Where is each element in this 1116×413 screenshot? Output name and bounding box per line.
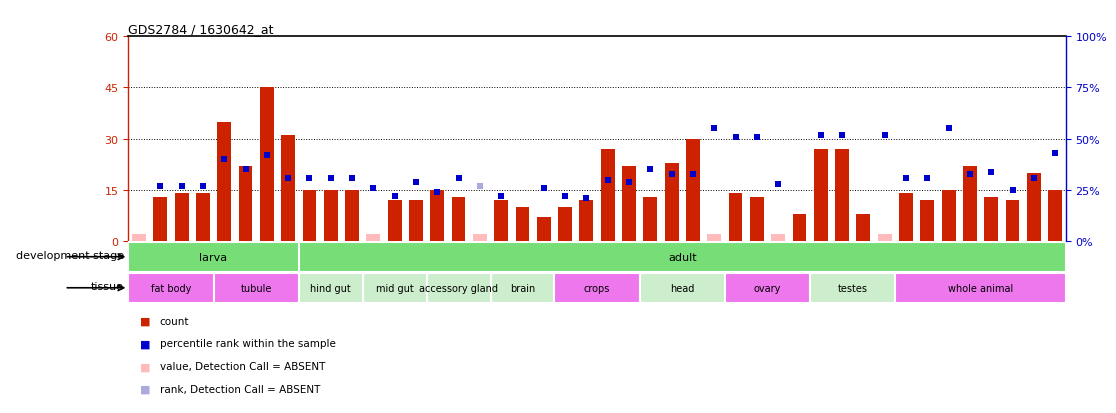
Text: ■: ■ [140,339,150,349]
Text: fat body: fat body [151,283,191,293]
Bar [452,197,465,242]
Text: ■: ■ [140,361,150,371]
Bar [239,167,252,242]
Bar [963,167,976,242]
Bar [725,273,810,303]
Bar [387,201,402,242]
Bar [814,150,828,242]
Bar [213,273,299,303]
Text: ovary: ovary [753,283,781,293]
Bar [1006,201,1019,242]
Bar [835,150,849,242]
Bar [579,201,594,242]
Bar [426,273,491,303]
Bar [856,214,870,242]
Bar [895,273,1066,303]
Bar [153,197,167,242]
Bar [431,190,444,242]
Bar [1027,173,1041,242]
Bar [622,167,636,242]
Bar [324,190,338,242]
Text: adult: adult [668,252,696,262]
Bar [473,235,487,242]
Text: GDS2784 / 1630642_at: GDS2784 / 1630642_at [128,23,273,36]
Text: tubule: tubule [240,283,272,293]
Bar [600,150,615,242]
Bar [218,122,231,242]
Bar [366,235,381,242]
Bar [299,242,1066,272]
Bar [558,207,573,242]
Bar [299,273,363,303]
Bar [750,197,763,242]
Text: mid gut: mid gut [376,283,414,293]
Bar [708,235,721,242]
Bar [1048,190,1062,242]
Text: percentile rank within the sample: percentile rank within the sample [160,339,336,349]
Text: accessory gland: accessory gland [420,283,498,293]
Bar [729,194,742,242]
Text: hind gut: hind gut [310,283,352,293]
Text: value, Detection Call = ABSENT: value, Detection Call = ABSENT [160,361,325,371]
Bar [494,201,508,242]
Bar [516,207,529,242]
Bar [771,235,785,242]
Text: crops: crops [584,283,610,293]
Text: tissue: tissue [90,281,124,291]
Bar [810,273,895,303]
Bar [128,273,213,303]
Bar [686,140,700,242]
Bar [132,235,146,242]
Bar [984,197,998,242]
Bar [899,194,913,242]
Bar [942,190,955,242]
Bar [792,214,807,242]
Bar [260,88,273,242]
Text: testes: testes [838,283,868,293]
Text: ■: ■ [140,316,150,326]
Bar [537,218,550,242]
Bar [281,136,295,242]
Bar [128,242,299,272]
Text: larva: larva [200,252,228,262]
Bar [410,201,423,242]
Bar [175,194,189,242]
Text: development stage: development stage [16,250,124,260]
Text: whole animal: whole animal [947,283,1013,293]
Text: head: head [670,283,694,293]
Bar [345,190,359,242]
Text: brain: brain [510,283,535,293]
Bar [196,194,210,242]
Bar [363,273,426,303]
Bar [665,163,679,242]
Text: count: count [160,316,189,326]
Bar [878,235,892,242]
Bar [491,273,555,303]
Bar [644,197,657,242]
Text: rank, Detection Call = ABSENT: rank, Detection Call = ABSENT [160,384,320,394]
Bar [921,201,934,242]
Bar [302,190,316,242]
Bar [639,273,725,303]
Text: ■: ■ [140,384,150,394]
Bar [555,273,639,303]
